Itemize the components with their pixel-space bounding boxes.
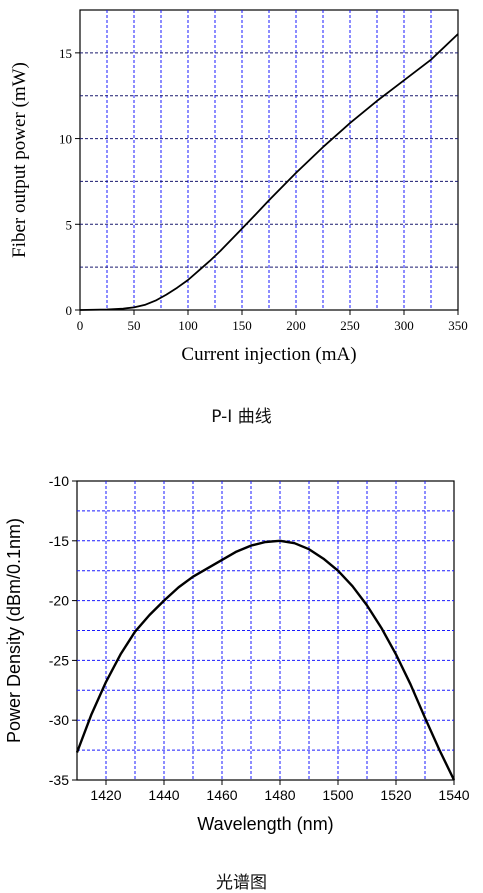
y-tick-label: -35 bbox=[49, 772, 69, 788]
x-tick-label: 1440 bbox=[148, 787, 179, 803]
x-tick-label: 1460 bbox=[206, 787, 237, 803]
x-tick-label: 150 bbox=[232, 318, 252, 333]
x-axis-label: Wavelength (nm) bbox=[197, 814, 333, 834]
x-axis-label: Current injection (mA) bbox=[181, 344, 356, 365]
y-tick-label: 0 bbox=[66, 303, 73, 318]
pi-curve-chart: 0 50 100 150 200 250 300 350 0 5 10 15 Current injec… bbox=[9, 9, 468, 365]
x-tick-label: 1540 bbox=[438, 787, 469, 803]
y-tick-label: -10 bbox=[49, 473, 69, 489]
x-tick-label: 50 bbox=[128, 318, 141, 333]
x-tick-label: 300 bbox=[394, 318, 414, 333]
x-tick-label: 100 bbox=[178, 318, 198, 333]
series-line bbox=[79, 33, 459, 311]
spectrum-chart: 1420 1440 1460 1480 1500 1520 1540 -35 -30 -25 -20… bbox=[4, 473, 470, 834]
series-line bbox=[75, 539, 456, 781]
y-tick-label: 15 bbox=[59, 46, 72, 61]
y-tick-label: -20 bbox=[49, 593, 69, 609]
x-tick-label: 250 bbox=[340, 318, 360, 333]
y-tick-label: -15 bbox=[49, 533, 69, 549]
x-tick-label: 350 bbox=[448, 318, 468, 333]
y-axis-label: Power Density (dBm/0.1nm) bbox=[4, 518, 24, 743]
y-tick-label: 5 bbox=[66, 217, 73, 232]
y-tick-label: 10 bbox=[59, 132, 72, 147]
x-tick-label: 1480 bbox=[264, 787, 295, 803]
x-tick-label: 0 bbox=[77, 318, 84, 333]
spectrum-caption: 光谱图 bbox=[216, 873, 267, 893]
pi-curve-caption: P-I 曲线 bbox=[211, 407, 272, 427]
y-axis-label: Fiber output power (mW) bbox=[9, 62, 30, 258]
y-tick-label: -30 bbox=[49, 712, 69, 728]
x-tick-label: 1500 bbox=[322, 787, 353, 803]
x-tick-label: 200 bbox=[286, 318, 306, 333]
y-tick-label: -25 bbox=[49, 652, 69, 668]
x-tick-label: 1520 bbox=[380, 787, 411, 803]
x-tick-label: 1420 bbox=[90, 787, 121, 803]
